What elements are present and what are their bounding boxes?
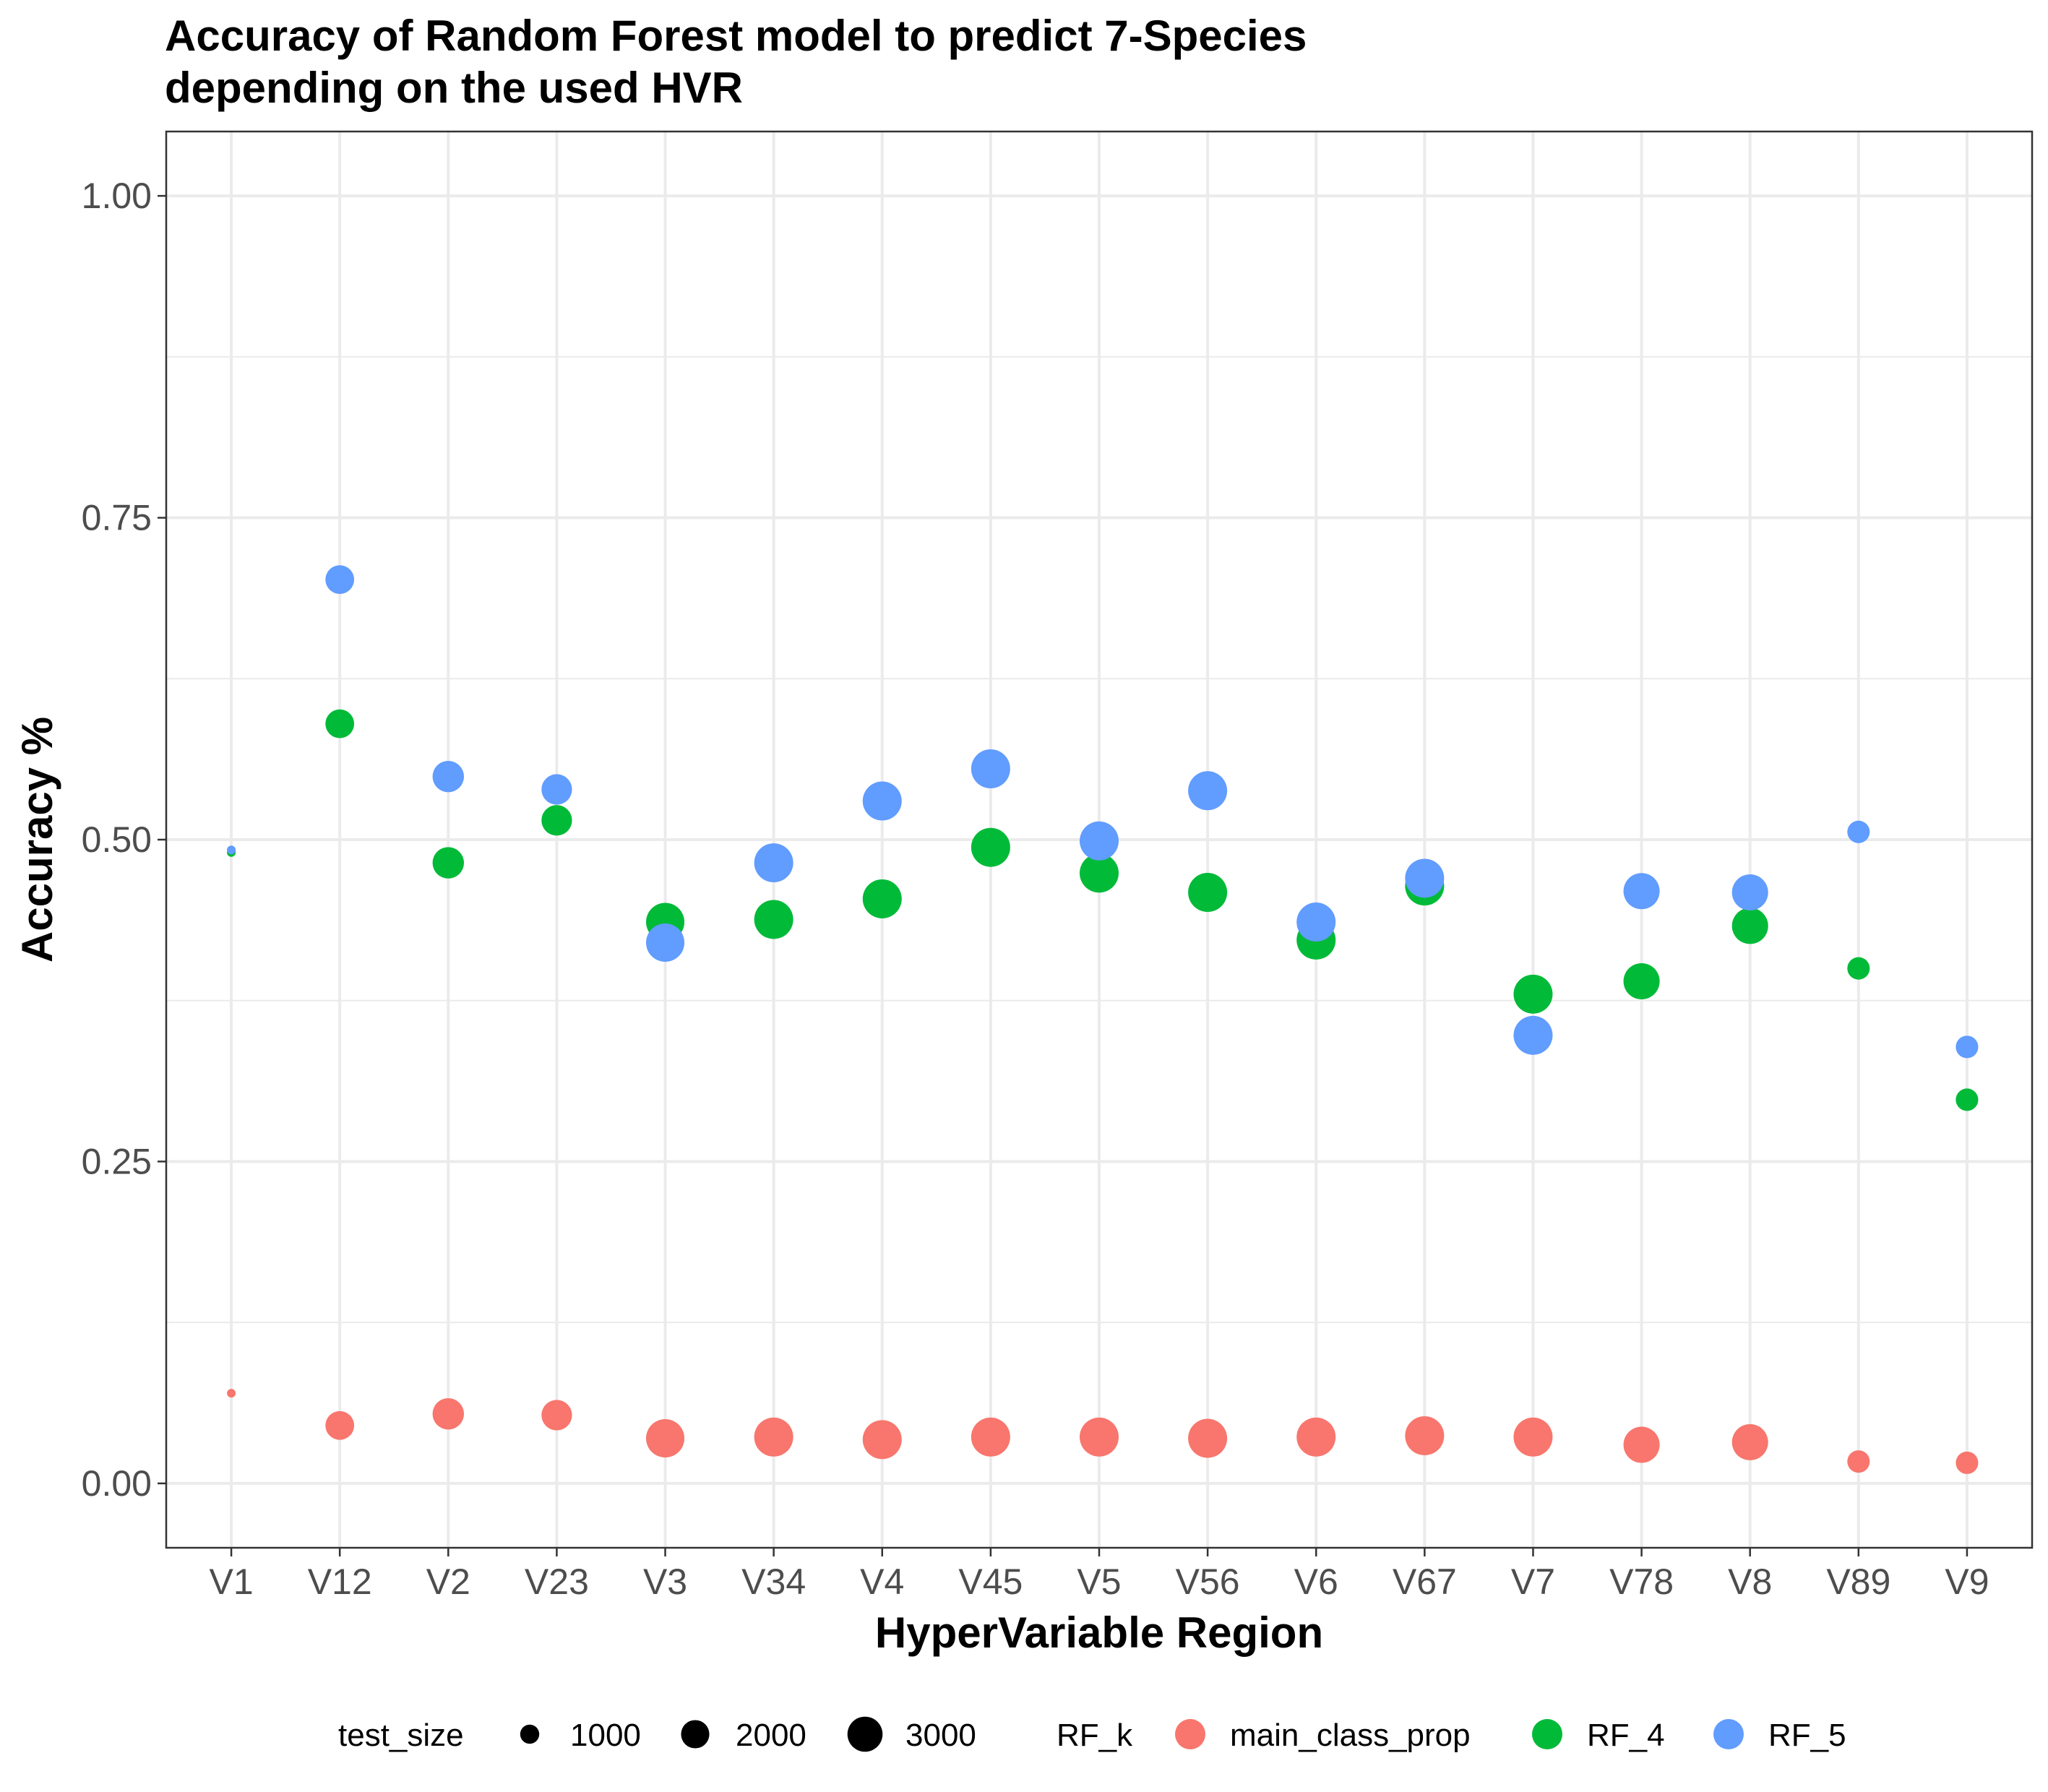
data-point-RF-5 [646, 923, 685, 962]
legend-color-key [1175, 1719, 1205, 1749]
data-point-RF-4 [1847, 957, 1870, 980]
y-tick-label: 0.25 [82, 1141, 152, 1181]
data-point-main-class-prop [541, 1400, 572, 1431]
data-point-main-class-prop [862, 1420, 902, 1460]
x-tick-label: V78 [1609, 1561, 1674, 1602]
legend-size-label: 1000 [570, 1718, 641, 1753]
legend-size-label: 3000 [905, 1718, 976, 1753]
data-point-RF-4 [325, 709, 355, 738]
legend-color-label: RF_5 [1768, 1718, 1846, 1753]
data-point-RF-4 [862, 879, 902, 918]
x-tick-label: V8 [1728, 1561, 1772, 1602]
x-tick-label: V12 [308, 1561, 372, 1602]
legend-color-key [1713, 1719, 1744, 1749]
chart-title: Accuracy of Random Forest model to predi… [165, 12, 1307, 60]
x-tick-label: V7 [1511, 1561, 1555, 1602]
data-point-RF-5 [325, 565, 355, 594]
data-point-main-class-prop [1405, 1416, 1445, 1455]
data-point-RF-4 [1188, 873, 1228, 913]
legend-color-key [1532, 1719, 1562, 1749]
y-axis-ticks: 0.00 0.25 0.50 0.75 1.00 [82, 176, 166, 1504]
x-tick-label: V9 [1945, 1561, 1989, 1602]
data-point-main-class-prop [971, 1417, 1010, 1457]
x-tick-label: V56 [1176, 1561, 1240, 1602]
y-tick-label: 1.00 [82, 176, 152, 216]
data-point-main-class-prop [1731, 1423, 1768, 1460]
legend-color-entries: main_class_prop RF_4 RF_5 [1175, 1718, 1846, 1753]
data-point-RF-5 [1188, 771, 1228, 811]
data-point-RF-4 [432, 847, 465, 879]
y-tick-label: 0.75 [82, 498, 152, 538]
data-point-RF-5 [1623, 873, 1660, 910]
data-point-main-class-prop [1847, 1450, 1870, 1473]
data-point-RF-5 [432, 760, 465, 793]
data-point-RF-4 [1513, 974, 1553, 1014]
y-tick-label: 0.00 [82, 1463, 152, 1504]
x-tick-label: V67 [1393, 1561, 1457, 1602]
data-point-RF-4 [1623, 962, 1660, 1000]
data-point-RF-4 [1956, 1088, 1979, 1111]
legend-size-entries: 1000 2000 3000 [520, 1716, 976, 1753]
data-point-RF-4 [1080, 853, 1119, 893]
legend: test_size 1000 2000 3000 RF_k main_class_p… [338, 1716, 1846, 1753]
data-point-RF-5 [1513, 1015, 1553, 1055]
x-tick-label: V45 [958, 1561, 1023, 1602]
legend-color-label: RF_4 [1587, 1718, 1665, 1753]
data-point-RF-5 [1296, 903, 1336, 942]
data-point-RF-5 [754, 843, 793, 883]
data-point-RF-5 [971, 749, 1010, 788]
x-tick-label: V3 [643, 1561, 687, 1602]
data-point-RF-5 [541, 774, 572, 805]
legend-size-key [520, 1724, 540, 1744]
y-tick-label: 0.50 [82, 819, 152, 860]
data-points [227, 565, 1979, 1474]
data-point-main-class-prop [1623, 1426, 1660, 1463]
data-point-RF-4 [971, 827, 1010, 867]
legend-size-title: test_size [338, 1718, 464, 1753]
data-point-RF-4 [541, 805, 572, 836]
legend-color-title: RF_k [1057, 1718, 1133, 1753]
x-axis-title: HyperVariable Region [875, 1608, 1323, 1657]
x-tick-label: V5 [1077, 1561, 1121, 1602]
legend-size-key [681, 1720, 710, 1749]
data-point-RF-5 [227, 845, 236, 855]
data-point-RF-5 [1847, 820, 1870, 843]
legend-color-label: main_class_prop [1230, 1718, 1471, 1753]
x-tick-label: V6 [1294, 1561, 1338, 1602]
data-point-RF-4 [1731, 908, 1768, 944]
legend-size-label: 2000 [736, 1718, 806, 1753]
data-point-main-class-prop [754, 1417, 793, 1457]
x-tick-label: V23 [525, 1561, 589, 1602]
data-point-RF-4 [754, 900, 793, 939]
data-point-RF-5 [1080, 821, 1119, 861]
data-point-main-class-prop [325, 1410, 355, 1440]
x-tick-label: V1 [209, 1561, 253, 1602]
data-point-main-class-prop [1513, 1417, 1553, 1457]
data-point-main-class-prop [1956, 1451, 1979, 1474]
data-point-RF-5 [1731, 874, 1768, 911]
legend-size-key [847, 1716, 883, 1752]
data-point-RF-5 [862, 781, 902, 821]
data-point-RF-5 [1405, 858, 1445, 898]
x-tick-label: V4 [860, 1561, 904, 1602]
data-point-main-class-prop [1296, 1417, 1336, 1457]
data-point-main-class-prop [646, 1419, 685, 1458]
data-point-main-class-prop [432, 1397, 465, 1430]
data-point-main-class-prop [1188, 1418, 1228, 1458]
data-point-main-class-prop [1080, 1417, 1119, 1457]
x-tick-label: V89 [1826, 1561, 1890, 1602]
data-point-main-class-prop [227, 1389, 236, 1398]
data-point-RF-5 [1956, 1035, 1979, 1059]
x-axis-ticks: V1 V12 V2 V23 V3 V34 V4 V45 V5 V56 V6 V67 V7 V78 V8 V89… [209, 1548, 1989, 1602]
x-tick-label: V2 [426, 1561, 470, 1602]
y-axis-title: Accuracy % [13, 717, 61, 962]
chart-subtitle: depending on the used HVR [165, 64, 743, 112]
x-tick-label: V34 [741, 1561, 806, 1602]
